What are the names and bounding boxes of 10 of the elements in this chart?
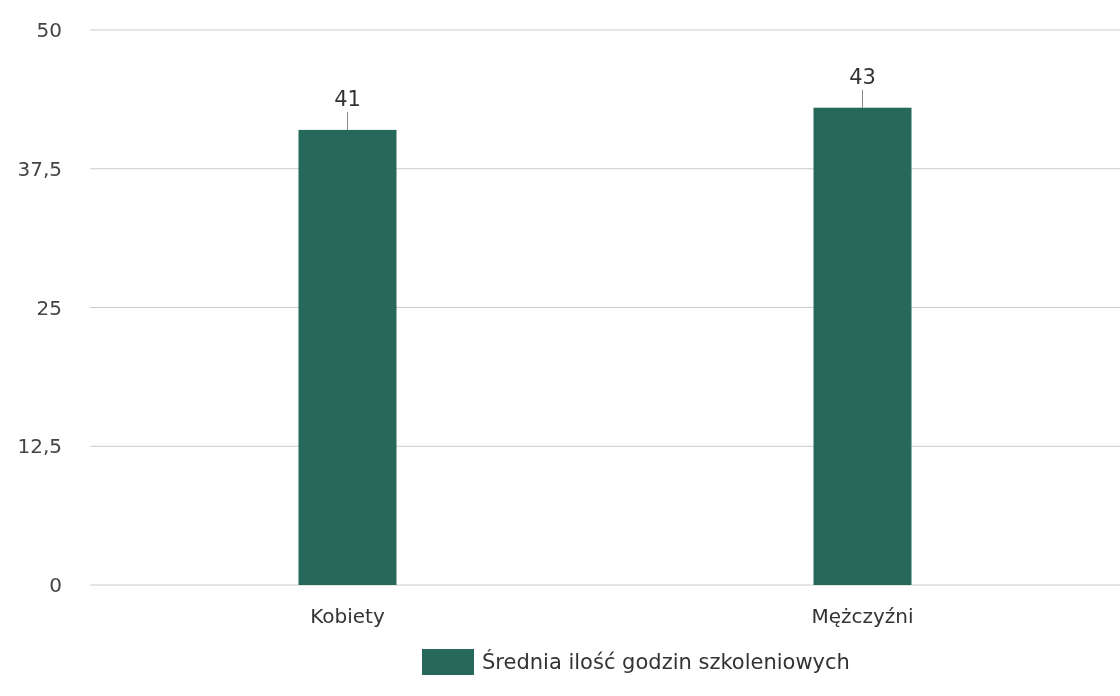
data-label: 43	[849, 64, 876, 89]
legend-label: Średnia ilość godzin szkoleniowych	[482, 649, 850, 675]
y-tick-label: 25	[36, 295, 62, 320]
y-tick-label: 50	[36, 18, 62, 42]
y-tick-label: 37,5	[17, 156, 62, 181]
y-tick-label: 0	[49, 573, 62, 597]
x-tick-label: Mężczyźni	[811, 604, 914, 628]
x-tick-label: Kobiety	[310, 604, 385, 628]
data-label: 41	[334, 86, 361, 111]
y-tick-label: 12,5	[17, 434, 62, 459]
